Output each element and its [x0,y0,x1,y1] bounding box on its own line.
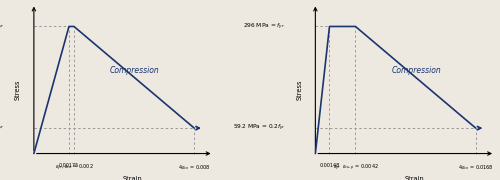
Text: Stress: Stress [296,80,302,100]
Text: $4\varepsilon_{co}$ = 0.0168: $4\varepsilon_{co}$ = 0.0168 [458,163,494,172]
Text: Compression: Compression [392,66,442,75]
Text: 0.00148: 0.00148 [320,163,340,168]
Text: 70 MPa = 0.2$f_{yr}$: 70 MPa = 0.2$f_{yr}$ [0,123,4,133]
Text: $\varepsilon_{yr}$, $\varepsilon_{co}$ = 0.002: $\varepsilon_{yr}$, $\varepsilon_{co}$ =… [54,163,94,173]
Text: Compression: Compression [110,66,160,75]
Text: Stress: Stress [15,80,21,100]
Text: Strain: Strain [123,176,142,180]
Text: $4\varepsilon_{co}$ = 0.008: $4\varepsilon_{co}$ = 0.008 [178,163,210,172]
Text: 296 MPa = $f_{yr}$: 296 MPa = $f_{yr}$ [244,21,286,31]
Text: Strain: Strain [404,176,424,180]
Text: $\varepsilon_{yr}$  $\varepsilon_{cu,p}$ = 0.0042: $\varepsilon_{yr}$ $\varepsilon_{cu,p}$ … [332,163,378,173]
Text: 59.2 MPa = 0.2$f_{yr}$: 59.2 MPa = 0.2$f_{yr}$ [233,123,285,133]
Text: 0.00175: 0.00175 [59,163,79,168]
Text: 350 MPa = $f_{yr}$: 350 MPa = $f_{yr}$ [0,21,4,31]
